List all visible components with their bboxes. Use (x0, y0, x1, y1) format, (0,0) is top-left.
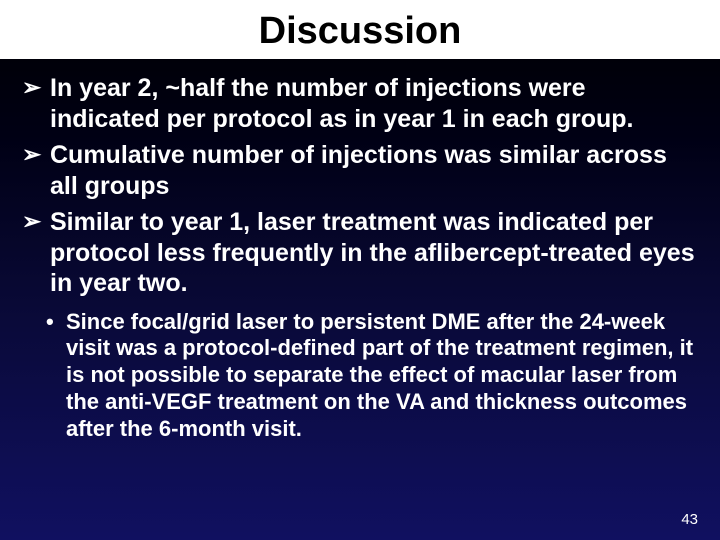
sub-bullet-list: Since focal/grid laser to persistent DME… (46, 309, 698, 443)
sub-bullet-item: Since focal/grid laser to persistent DME… (46, 309, 698, 443)
slide-content: In year 2, ~half the number of injection… (0, 59, 720, 443)
bullet-item: Cumulative number of injections was simi… (22, 140, 698, 201)
bullet-item: In year 2, ~half the number of injection… (22, 73, 698, 134)
page-number: 43 (681, 511, 698, 528)
bullet-item: Similar to year 1, laser treatment was i… (22, 207, 698, 299)
slide: Discussion In year 2, ~half the number o… (0, 0, 720, 540)
slide-title: Discussion (0, 0, 720, 59)
main-bullet-list: In year 2, ~half the number of injection… (22, 73, 698, 299)
